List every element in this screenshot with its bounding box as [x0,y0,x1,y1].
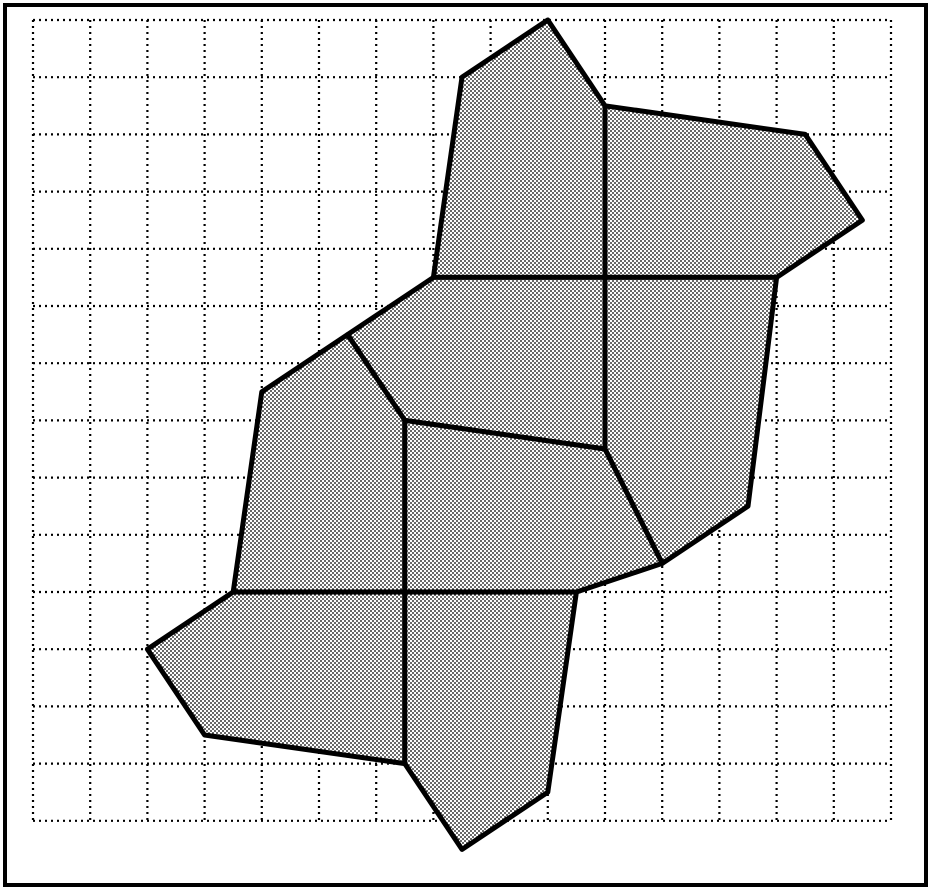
tile-bottom-right [402,589,579,852]
tile-group [144,17,865,852]
tile-center-lower [402,417,665,595]
tile-right-middle [602,274,780,566]
tile-bottom-left [144,589,408,767]
tile-top-right [602,103,865,280]
